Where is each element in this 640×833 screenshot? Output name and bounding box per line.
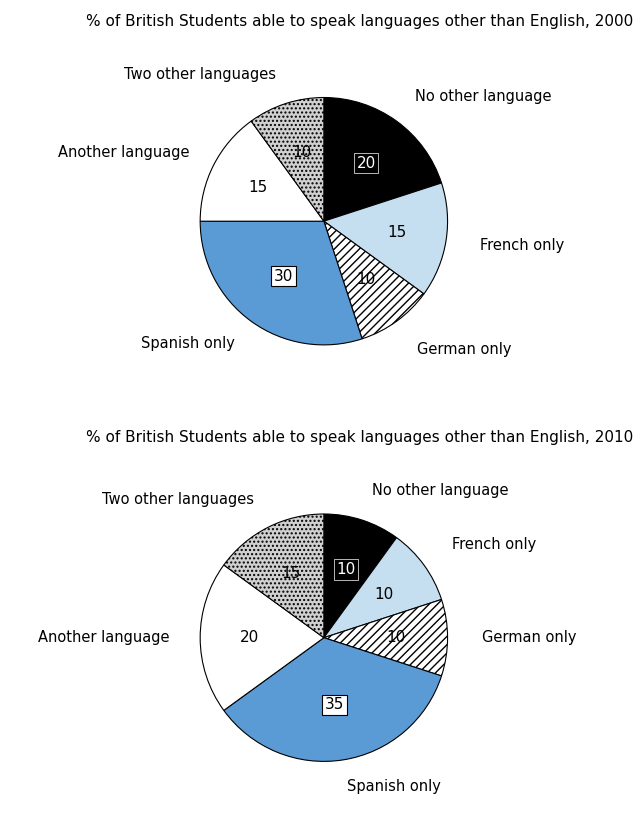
Text: Spanish only: Spanish only (141, 336, 235, 351)
Wedge shape (324, 222, 424, 339)
Wedge shape (224, 514, 324, 638)
Wedge shape (324, 183, 447, 294)
Wedge shape (200, 222, 362, 345)
Text: Spanish only: Spanish only (348, 779, 442, 794)
Text: Two other languages: Two other languages (124, 67, 276, 82)
Text: % of British Students able to speak languages other than English, 2000: % of British Students able to speak lang… (86, 14, 634, 29)
Wedge shape (251, 97, 324, 222)
Text: 10: 10 (386, 631, 405, 646)
Text: 30: 30 (274, 269, 294, 284)
Text: No other language: No other language (415, 88, 551, 103)
Wedge shape (324, 514, 397, 638)
Text: 15: 15 (248, 180, 268, 195)
Text: No other language: No other language (372, 483, 508, 498)
Text: Two other languages: Two other languages (102, 492, 253, 507)
Wedge shape (200, 121, 324, 222)
Text: 10: 10 (356, 272, 376, 287)
Text: 15: 15 (388, 225, 407, 240)
Wedge shape (200, 565, 324, 711)
Text: 20: 20 (240, 631, 259, 646)
Text: Another language: Another language (38, 631, 169, 646)
Text: Another language: Another language (58, 145, 189, 160)
Text: French only: French only (452, 537, 536, 552)
Text: German only: German only (482, 631, 577, 646)
Text: % of British Students able to speak languages other than English, 2010: % of British Students able to speak lang… (86, 431, 634, 446)
Text: 10: 10 (374, 586, 394, 601)
Wedge shape (224, 638, 442, 761)
Text: German only: German only (417, 342, 511, 357)
Text: 10: 10 (337, 562, 356, 577)
Text: 15: 15 (282, 566, 301, 581)
Wedge shape (324, 600, 447, 676)
Text: 10: 10 (292, 146, 311, 161)
Text: 20: 20 (356, 156, 376, 171)
Wedge shape (324, 537, 442, 638)
Text: 35: 35 (325, 697, 344, 712)
Wedge shape (324, 97, 442, 222)
Text: French only: French only (480, 238, 564, 253)
